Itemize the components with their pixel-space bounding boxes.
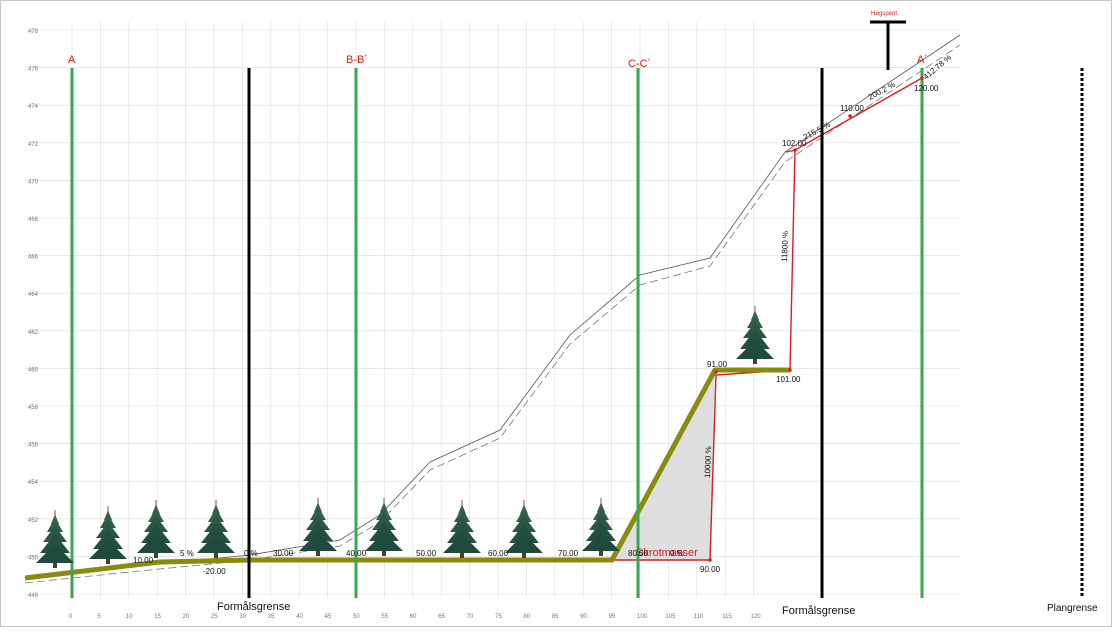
station-label: 30.00 xyxy=(273,549,294,558)
tree-icon xyxy=(581,497,621,557)
station-tick-label: 105 xyxy=(665,614,676,620)
section-label-a: A xyxy=(68,54,76,66)
elevation-tick-label: 478 xyxy=(28,29,39,35)
tree-icon xyxy=(442,499,482,559)
station-tick-label: 95 xyxy=(609,614,616,620)
tree-icon xyxy=(136,499,176,559)
station-tick-label: 30 xyxy=(239,614,246,620)
power-line-marker xyxy=(870,20,906,70)
station-label: 91.00 xyxy=(707,360,728,369)
slope-label: 200.2 % xyxy=(867,80,897,102)
station-tick-label: 20 xyxy=(183,614,190,620)
horizontal-gridlines xyxy=(25,29,960,595)
section-label-b: B-B´ xyxy=(346,54,368,66)
slope-labels: 215.5 % 200.2 % 412.78 % 11800 % 10000 % xyxy=(703,53,953,478)
station-tick-label: 80 xyxy=(523,614,530,620)
tree-icon xyxy=(298,497,338,557)
top-marker-label: Høgspent xyxy=(871,11,897,17)
station-tick-label: 50 xyxy=(353,614,360,620)
station-label: 0.% xyxy=(244,549,258,558)
tree-icon xyxy=(364,497,404,557)
station-label: 80.00 xyxy=(628,549,649,558)
section-label-a-prime: A´ xyxy=(917,54,928,66)
station-label: 50.00 xyxy=(416,549,437,558)
station-label: 10.00 xyxy=(133,556,154,565)
station-label: 110.00 xyxy=(840,104,864,113)
elevation-tick-labels: 478 476 474 472 470 468 466 464 462 460 458 456 454 4… xyxy=(28,29,39,599)
station-tick-label: 25 xyxy=(211,614,218,620)
station-tick-label: 100 xyxy=(637,614,648,620)
elevation-tick-label: 472 xyxy=(28,142,39,148)
elevation-tick-label: 456 xyxy=(28,443,39,449)
station-tick-label: 120 xyxy=(751,614,762,620)
station-tick-label: 5 xyxy=(97,614,101,620)
tree-icon xyxy=(735,305,775,365)
elevation-tick-label: 464 xyxy=(28,292,39,298)
station-tick-label: 70 xyxy=(467,614,474,620)
elevation-tick-label: 450 xyxy=(28,555,39,561)
station-tick-labels: 0 5 10 15 20 25 30 35 40 45 50 55 60 65 70 75 80 85 90 95 10… xyxy=(69,614,761,620)
station-label: 5 % xyxy=(180,549,194,558)
station-tick-label: 35 xyxy=(268,614,275,620)
elevation-tick-label: 470 xyxy=(28,179,39,185)
elevation-tick-label: 458 xyxy=(28,405,39,411)
station-label: 90.00 xyxy=(700,565,721,574)
station-tick-label: 115 xyxy=(722,614,732,620)
station-tick-label: 85 xyxy=(552,614,559,620)
station-label: 70.00 xyxy=(558,549,579,558)
station-label: 0 % xyxy=(670,549,684,558)
station-tick-label: 45 xyxy=(325,614,332,620)
boundary-label-right: Formålsgrense xyxy=(782,605,855,617)
station-label: 101.00 xyxy=(776,375,801,384)
station-tick-label: 0 xyxy=(69,614,73,620)
new-ground-outline xyxy=(24,367,790,581)
station-label: 40.00 xyxy=(346,549,367,558)
station-tick-label: 10 xyxy=(126,614,133,620)
station-tick-label: 60 xyxy=(410,614,417,620)
station-tick-label: 90 xyxy=(580,614,587,620)
slope-label: 11800 % xyxy=(780,231,790,262)
elevation-tick-label: 474 xyxy=(28,104,39,110)
station-points xyxy=(708,76,924,562)
existing-terrain-line xyxy=(24,34,961,579)
slope-label: 10000 % xyxy=(703,446,713,478)
tree-icon xyxy=(88,505,128,565)
boundary-label-left: Formålsgrense xyxy=(217,601,290,613)
station-tick-label: 65 xyxy=(438,614,445,620)
elevation-tick-label: 466 xyxy=(28,255,39,261)
station-label: 102.00 xyxy=(782,139,807,148)
elevation-tick-label: 462 xyxy=(28,330,39,336)
section-label-c: C-C´ xyxy=(628,58,651,70)
plan-boundary-label: Plangrense xyxy=(1047,603,1098,614)
station-tick-label: 55 xyxy=(381,614,388,620)
station-tick-label: 40 xyxy=(296,614,303,620)
station-tick-label: 15 xyxy=(154,614,161,620)
elevation-tick-label: 468 xyxy=(28,217,39,223)
tree-icon xyxy=(504,499,544,559)
station-tick-label: 75 xyxy=(495,614,502,620)
station-tick-label: 110 xyxy=(694,614,704,620)
station-label: -20.00 xyxy=(203,567,226,576)
station-label: 120.00 xyxy=(914,84,939,93)
elevation-tick-label: 460 xyxy=(28,367,39,373)
elevation-tick-label: 476 xyxy=(28,67,39,73)
tree-icon xyxy=(196,499,236,559)
elevation-tick-label: 454 xyxy=(28,480,39,486)
station-labels: -20.00 0.% 30.00 40.00 50.00 60.00 70.00… xyxy=(133,84,939,576)
fill-label: Skrotmasser xyxy=(636,547,698,559)
station-label: 60.00 xyxy=(488,549,509,558)
elevation-tick-label: 448 xyxy=(28,593,39,599)
elevation-tick-label: 452 xyxy=(28,518,39,524)
